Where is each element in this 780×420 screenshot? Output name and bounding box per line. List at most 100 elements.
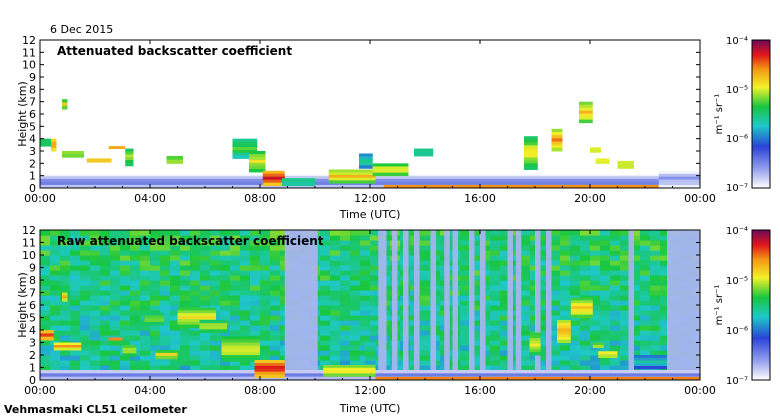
background-cell-1 <box>590 325 601 331</box>
backscatter-feature-1-11 <box>254 371 285 376</box>
background-cell-1 <box>40 230 51 236</box>
background-cell-1 <box>40 290 51 296</box>
background-cell-1 <box>40 315 51 321</box>
background-cell-1 <box>120 235 131 241</box>
background-cell-1 <box>590 365 601 371</box>
background-cell-1 <box>240 280 251 286</box>
background-cell-1 <box>610 295 621 301</box>
background-cell-1 <box>620 305 631 311</box>
background-cell-1 <box>150 325 161 331</box>
background-cell-1 <box>330 325 341 331</box>
background-cell-1 <box>40 310 51 316</box>
background-cell-1 <box>230 240 241 246</box>
background-cell-1 <box>110 330 121 336</box>
background-cell-1 <box>420 360 431 366</box>
colorbar-top-ramp <box>751 39 771 189</box>
background-cell-1 <box>110 255 121 261</box>
background-cell-1 <box>340 245 351 251</box>
background-cell-1 <box>260 230 271 236</box>
background-cell-1 <box>600 285 611 291</box>
background-cell-1 <box>500 345 511 351</box>
background-cell-1 <box>490 250 501 256</box>
background-cell-1 <box>150 270 161 276</box>
background-cell-1 <box>620 315 631 321</box>
background-cell-1 <box>610 240 621 246</box>
backscatter-feature-0-20 <box>579 110 593 115</box>
background-cell-1 <box>80 335 91 341</box>
background-cell-1 <box>130 355 141 361</box>
background-cell-1 <box>660 325 671 331</box>
backscatter-feature-0-20 <box>579 104 593 109</box>
backscatter-feature-0-12 <box>282 181 315 187</box>
background-cell-1 <box>420 355 431 361</box>
clear-column-15 <box>667 230 700 380</box>
background-cell-1 <box>210 250 221 256</box>
backscatter-feature-1-18 <box>592 345 604 348</box>
background-cell-1 <box>460 255 471 261</box>
background-cell-1 <box>210 275 221 281</box>
background-cell-1 <box>600 315 611 321</box>
backscatter-feature-0-8 <box>166 159 183 164</box>
background-cell-1 <box>610 305 621 311</box>
background-cell-1 <box>270 275 281 281</box>
background-cell-1 <box>170 325 181 331</box>
background-cell-1 <box>90 355 101 361</box>
background-cell-1 <box>170 250 181 256</box>
background-cell-1 <box>50 270 61 276</box>
background-cell-1 <box>320 320 331 326</box>
background-cell-1 <box>560 235 571 241</box>
background-cell-1 <box>520 270 531 276</box>
background-cell-1 <box>260 235 271 241</box>
background-cell-1 <box>460 305 471 311</box>
background-cell-1 <box>340 300 351 306</box>
backscatter-feature-1-20 <box>634 357 667 361</box>
background-cell-1 <box>590 245 601 251</box>
background-cell-1 <box>260 280 271 286</box>
background-cell-1 <box>350 295 361 301</box>
backscatter-feature-1-8 <box>177 310 216 314</box>
background-cell-1 <box>510 345 521 351</box>
background-cell-1 <box>630 300 641 306</box>
background-cell-1 <box>590 265 601 271</box>
background-cell-1 <box>120 255 131 261</box>
background-cell-1 <box>210 350 221 356</box>
background-cell-1 <box>230 235 241 241</box>
backscatter-feature-1-2 <box>53 342 82 346</box>
background-cell-1 <box>350 290 361 296</box>
x-tick-label: 20:00 <box>574 192 606 205</box>
background-cell-1 <box>550 325 561 331</box>
background-cell-1 <box>520 360 531 366</box>
background-cell-1 <box>320 330 331 336</box>
background-cell-1 <box>200 265 211 271</box>
background-cell-1 <box>520 290 531 296</box>
background-cell-1 <box>640 240 651 246</box>
background-cell-1 <box>510 255 521 261</box>
background-cell-1 <box>490 260 501 266</box>
background-cell-1 <box>630 280 641 286</box>
backscatter-feature-1-3 <box>62 292 68 296</box>
background-cell-1 <box>340 290 351 296</box>
background-cell-1 <box>160 340 171 346</box>
background-cell-1 <box>630 270 641 276</box>
background-cell-1 <box>650 240 661 246</box>
background-cell-1 <box>270 230 281 236</box>
background-cell-1 <box>110 285 121 291</box>
background-cell-1 <box>120 250 131 256</box>
background-cell-1 <box>370 235 381 241</box>
backscatter-feature-0-7 <box>125 162 134 167</box>
backscatter-feature-1-10 <box>221 339 260 343</box>
background-cell-1 <box>320 275 331 281</box>
background-cell-1 <box>560 355 571 361</box>
backscatter-feature-1-9 <box>199 329 227 333</box>
background-cell-1 <box>90 315 101 321</box>
background-cell-1 <box>260 285 271 291</box>
background-cell-1 <box>180 230 191 236</box>
background-cell-1 <box>190 350 201 356</box>
backscatter-feature-0-11 <box>262 173 285 178</box>
background-cell-1 <box>520 325 531 331</box>
backscatter-feature-1-16 <box>557 331 571 335</box>
background-cell-1 <box>580 325 591 331</box>
background-cell-1 <box>230 260 241 266</box>
backscatter-feature-0-18 <box>524 142 538 146</box>
background-cell-1 <box>270 340 281 346</box>
